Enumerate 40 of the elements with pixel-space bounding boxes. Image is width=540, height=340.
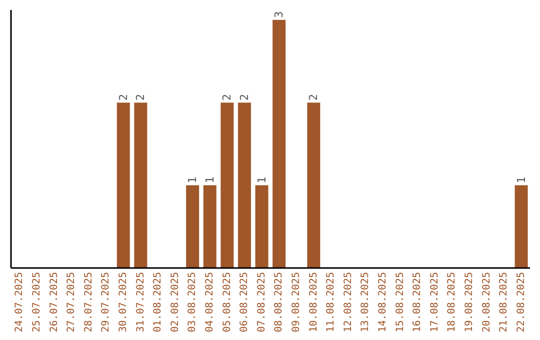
x-tick-label: 20.08.2025 — [481, 272, 492, 332]
x-tick-label: 15.08.2025 — [394, 272, 406, 332]
x-tick-label: 11.08.2025 — [326, 272, 337, 332]
x-tick-label: 03.08.2025 — [187, 272, 198, 332]
x-tick-label: 14.08.2025 — [377, 272, 388, 332]
data-label: 2 — [220, 94, 234, 101]
x-tick-label: 08.08.2025 — [274, 272, 285, 332]
data-label: 1 — [514, 176, 528, 184]
x-tick-label: 13.08.2025 — [360, 272, 372, 332]
x-tick-label: 24.07.2025 — [14, 272, 26, 332]
data-label: 3 — [272, 11, 286, 18]
x-tick-label: 27.07.2025 — [66, 272, 78, 332]
x-tick-label: 12.08.2025 — [342, 272, 354, 332]
x-tick-label: 18.08.2025 — [446, 272, 458, 332]
x-tick-label: 02.08.2025 — [170, 272, 181, 332]
x-tick-label: 25.07.2025 — [31, 272, 42, 332]
data-label: 1 — [203, 176, 216, 184]
x-tick-label: 04.08.2025 — [204, 272, 216, 332]
data-label: 1 — [186, 176, 200, 184]
x-tick-label: 28.07.2025 — [83, 272, 94, 332]
x-tick-label: 29.07.2025 — [100, 272, 112, 332]
x-tick-label: 01.08.2025 — [152, 272, 164, 332]
data-label: 2 — [134, 94, 148, 101]
data-label: 2 — [307, 94, 320, 101]
x-tick-label: 07.08.2025 — [256, 272, 268, 332]
x-tick-label: 16.08.2025 — [412, 272, 424, 332]
x-tick-label: 21.08.2025 — [498, 272, 510, 332]
x-tick-label: 31.07.2025 — [135, 272, 146, 332]
x-tick-label: 05.08.2025 — [222, 272, 233, 332]
x-tick-label: 26.07.2025 — [48, 272, 60, 332]
x-tick-label: 22.08.2025 — [516, 272, 527, 332]
data-label: 2 — [238, 94, 251, 101]
data-label: 1 — [255, 176, 268, 184]
x-tick-label: 10.08.2025 — [308, 272, 320, 332]
x-tick-label: 17.08.2025 — [429, 272, 440, 332]
x-tick-label: 09.08.2025 — [290, 272, 302, 332]
x-tick-label: 06.08.2025 — [239, 272, 250, 332]
x-tick-label: 30.07.2025 — [118, 272, 129, 332]
x-tick-label: 19.08.2025 — [464, 272, 475, 332]
data-label: 2 — [116, 94, 130, 101]
